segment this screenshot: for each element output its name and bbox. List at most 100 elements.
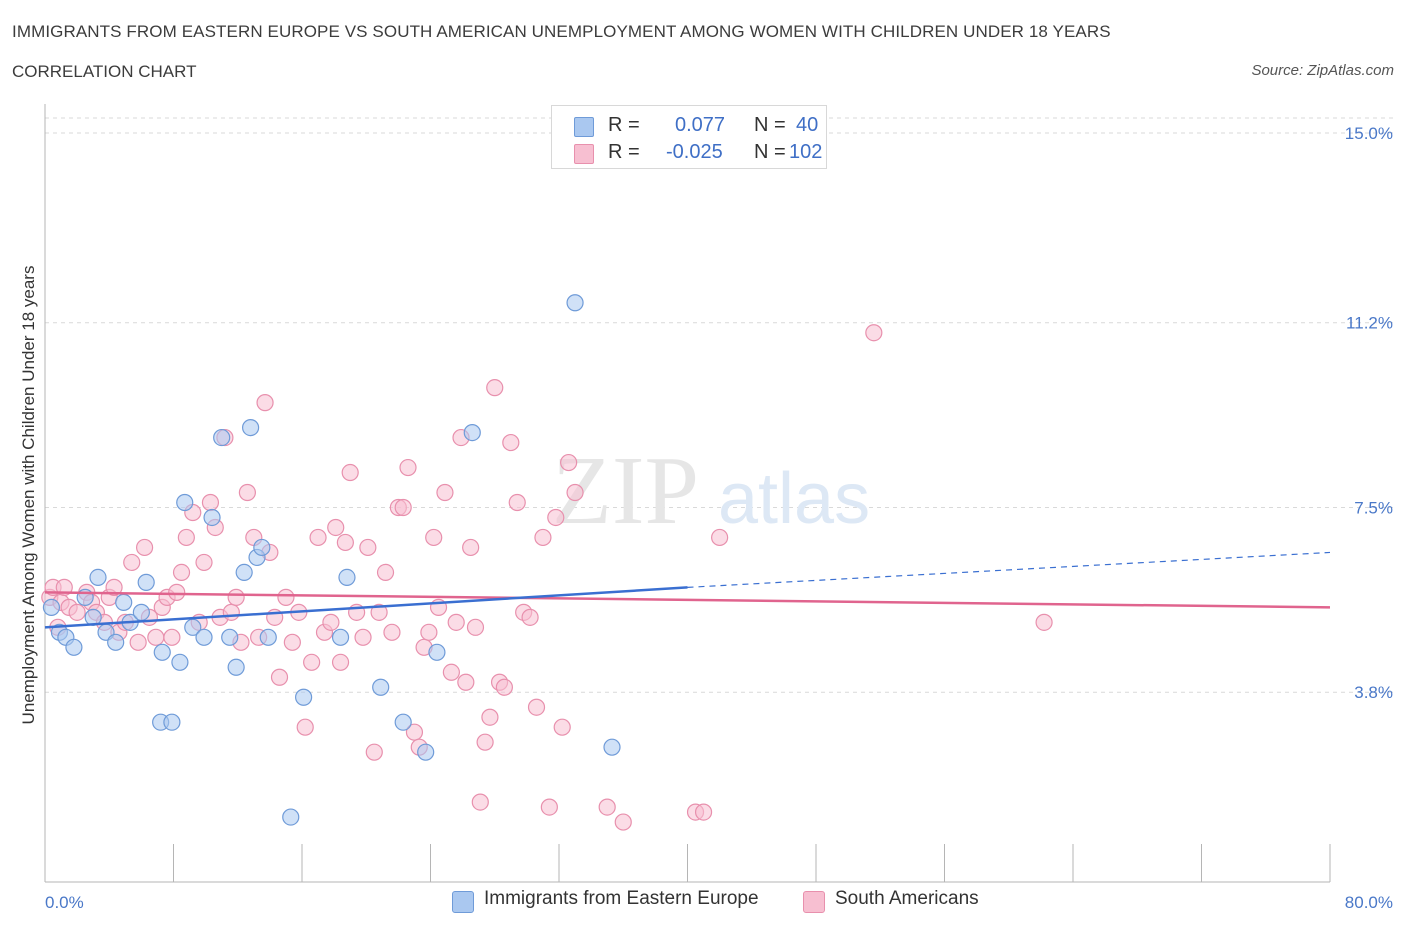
point-south-americans: [370, 603, 388, 621]
point-eastern-europe: [65, 638, 83, 656]
point-eastern-europe: [603, 738, 621, 756]
point-south-americans: [383, 623, 401, 641]
legend-swatch-pink: [803, 891, 825, 913]
point-south-americans: [447, 613, 465, 631]
legend-r-value: -0.025: [666, 141, 723, 163]
x-tick-label-min: 0.0%: [45, 893, 84, 912]
x-tick-labels: 0.0% 80.0%: [45, 893, 1393, 912]
source-credit: Source: ZipAtlas.com: [1251, 62, 1394, 79]
point-south-americans: [466, 618, 485, 636]
point-south-americans: [68, 603, 86, 621]
point-eastern-europe: [132, 603, 150, 621]
point-south-americans: [1035, 613, 1053, 631]
point-eastern-europe: [89, 568, 107, 586]
point-south-americans: [540, 798, 558, 816]
trend-line-eastern-europe: [44, 586, 688, 629]
point-eastern-europe: [566, 294, 584, 312]
point-south-americans: [457, 673, 475, 691]
point-eastern-europe: [176, 493, 194, 512]
series-eastern-europe: [42, 294, 621, 826]
point-south-americans: [495, 678, 513, 696]
legend-item-south-americans[interactable]: South Americans: [803, 888, 1003, 914]
point-south-americans: [476, 733, 494, 751]
point-south-americans: [394, 498, 412, 517]
legend-r-label: R =: [608, 141, 640, 163]
watermark: ZIP atlas: [552, 437, 870, 545]
point-south-americans: [614, 813, 632, 831]
y-tick-label: 3.8%: [1354, 683, 1393, 702]
point-south-americans: [135, 538, 154, 557]
point-south-americans: [399, 458, 417, 477]
point-eastern-europe: [463, 423, 481, 442]
point-eastern-europe: [282, 808, 300, 826]
legend-r-value: 0.077: [675, 114, 726, 136]
point-eastern-europe: [242, 418, 260, 437]
point-south-americans: [147, 628, 165, 646]
point-eastern-europe: [394, 713, 412, 731]
point-eastern-europe: [295, 688, 313, 706]
legend-item-eastern-europe[interactable]: Immigrants from Eastern Europe: [452, 888, 792, 914]
point-south-americans: [598, 798, 616, 816]
point-eastern-europe: [338, 568, 356, 586]
point-south-americans: [238, 483, 256, 502]
legend-n-value: 102: [789, 141, 823, 163]
legend-swatch-pink: [574, 144, 594, 164]
point-south-americans: [336, 533, 354, 552]
legend-swatch-blue: [452, 891, 474, 913]
point-south-americans: [462, 538, 480, 557]
point-eastern-europe: [171, 653, 189, 671]
point-south-americans: [566, 483, 584, 502]
point-south-americans: [201, 493, 220, 512]
point-south-americans: [222, 603, 240, 621]
y-tick-label: 7.5%: [1354, 498, 1393, 517]
point-south-americans: [547, 508, 565, 527]
y-tick-label: 11.2%: [1346, 314, 1393, 333]
legend-label-south-americans: South Americans: [835, 888, 979, 909]
point-south-americans: [534, 528, 552, 547]
y-axis-label: Unemployment Among Women with Children U…: [19, 266, 38, 725]
point-eastern-europe: [163, 713, 181, 731]
legend-swatch-blue: [574, 117, 594, 137]
point-south-americans: [442, 663, 460, 681]
legend-n-label: N =: [754, 114, 786, 136]
point-eastern-europe: [221, 628, 239, 646]
point-eastern-europe: [259, 628, 277, 646]
point-south-americans: [471, 793, 489, 811]
point-south-americans: [277, 588, 295, 606]
point-south-americans: [436, 483, 454, 502]
axes: [44, 104, 1331, 883]
point-south-americans: [420, 623, 438, 641]
point-south-americans: [163, 628, 181, 646]
point-eastern-europe: [137, 573, 155, 591]
point-eastern-europe: [227, 658, 245, 676]
point-eastern-europe: [428, 643, 446, 661]
point-south-americans: [341, 463, 359, 482]
point-eastern-europe: [235, 563, 253, 582]
point-south-americans: [195, 553, 213, 572]
point-eastern-europe: [42, 598, 61, 616]
point-south-americans: [376, 563, 395, 582]
point-eastern-europe: [417, 743, 435, 761]
point-eastern-europe: [153, 643, 171, 661]
point-south-americans: [123, 553, 141, 572]
point-south-americans: [359, 538, 377, 557]
point-eastern-europe: [115, 593, 133, 611]
series-south-americans: [41, 324, 1053, 831]
point-south-americans: [481, 708, 499, 726]
chart-title: IMMIGRANTS FROM EASTERN EUROPE VS SOUTH …: [12, 22, 1111, 41]
point-south-americans: [256, 394, 274, 412]
point-eastern-europe: [213, 428, 231, 447]
point-south-americans: [425, 528, 443, 547]
legend-n-value: 40: [796, 114, 819, 136]
chart-subtitle: CORRELATION CHART: [12, 62, 197, 81]
point-eastern-europe: [107, 633, 125, 651]
point-eastern-europe: [372, 678, 390, 696]
point-south-americans: [296, 718, 314, 736]
point-south-americans: [129, 633, 147, 651]
point-south-americans: [322, 613, 340, 631]
legend-n-label: N =: [754, 141, 786, 163]
point-south-americans: [309, 528, 327, 547]
point-eastern-europe: [331, 628, 350, 646]
y-tick-label: 15.0%: [1345, 124, 1393, 143]
